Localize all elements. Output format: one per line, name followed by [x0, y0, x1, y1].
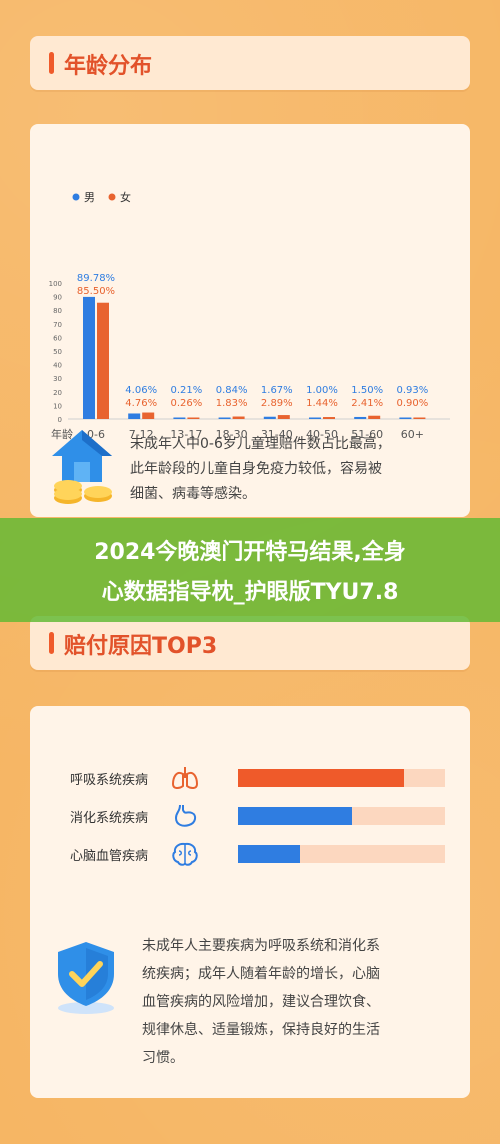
data-label-female: 4.76%	[125, 398, 157, 409]
age-distribution-title: 年龄分布	[64, 54, 153, 79]
data-label-male: 89.78%	[77, 273, 115, 284]
reason-note-line-2: 统疾病；成年人随着年龄的增长，心脑	[142, 966, 380, 982]
claim-reason-title: 赔付原因TOP3	[64, 634, 218, 659]
y-tick-label: 50	[53, 348, 62, 356]
bar-male-51-60	[354, 416, 367, 419]
overlay-title-line-2: 心数据指导枕_护眼版TYU7.8	[101, 580, 399, 605]
reason-label-3: 心脑血管疾病	[70, 849, 149, 864]
x-axis-title: 年龄	[51, 427, 73, 441]
stomach-icon	[174, 804, 197, 827]
x-tick-label: 51-60	[351, 428, 383, 441]
x-tick-label: 31-40	[261, 428, 293, 441]
age-bar-chart: 男 女 0 10 20 30 40 50 60 70 80 90 100 年龄 89.78% 85.50% 0-…	[49, 190, 450, 441]
y-tick-label: 40	[53, 362, 62, 370]
reason-note-line-4: 规律休息、适量锻炼，保持良好的生活	[142, 1022, 380, 1038]
title-overlay-banner: 2024今晚澳门开特马结果,全身 心数据指导枕_护眼版TYU7.8	[0, 518, 500, 622]
data-label-female: 0.26%	[171, 398, 203, 409]
y-tick-label: 20	[53, 389, 62, 397]
data-label-male: 0.84%	[216, 385, 248, 396]
header-accent-bar	[49, 632, 54, 654]
reason-note-line-3: 血管疾病的风险增加，建议合理饮食、	[142, 994, 380, 1010]
age-distribution-header: 年龄分布	[30, 36, 470, 90]
age-note-line-3: 细菌、病毒等感染。	[130, 486, 256, 502]
age-chart-panel: 男 女 0 10 20 30 40 50 60 70 80 90 100 年龄 89.78% 85.50% 0-…	[30, 124, 470, 517]
claim-reason-header: 赔付原因TOP3	[30, 616, 470, 670]
x-tick-label: 18-30	[216, 428, 248, 441]
x-tick-label: 40-50	[306, 428, 338, 441]
bar-male-13-17	[173, 417, 186, 419]
bar-male-60+	[399, 417, 412, 419]
y-tick-label: 90	[53, 294, 62, 302]
reason-bar-2	[238, 807, 352, 825]
x-tick-label: 13-17	[170, 428, 202, 441]
x-tick-label: 60+	[401, 428, 424, 441]
reason-bar-1	[238, 769, 404, 787]
lungs-icon	[171, 767, 199, 790]
bar-female-0-6	[97, 302, 109, 419]
reason-label-2: 消化系统疾病	[70, 811, 149, 826]
data-label-female: 85.50%	[77, 286, 115, 297]
data-label-female: 0.90%	[397, 398, 429, 409]
y-tick-label: 30	[53, 375, 62, 383]
x-tick-label: 0-6	[87, 428, 105, 441]
bar-female-13-17	[187, 417, 200, 419]
data-label-male: 4.06%	[125, 385, 157, 396]
shield-check-icon	[58, 942, 114, 1014]
bar-female-31-40	[277, 415, 290, 419]
reason-track-1	[238, 769, 445, 787]
data-label-female: 1.44%	[306, 398, 338, 409]
y-tick-label: 10	[53, 402, 62, 410]
data-label-male: 1.67%	[261, 385, 293, 396]
age-note: 未成年人中0-6岁儿童理赔件数占比最高， 此年龄段的儿童自身免疫力较低，容易被 …	[130, 432, 391, 507]
reason-track-3	[238, 845, 445, 863]
reason-note-line-1: 未成年人主要疾病为呼吸系统和消化系	[142, 938, 380, 954]
reason-note: 未成年人主要疾病为呼吸系统和消化系 统疾病；成年人随着年龄的增长，心脑 血管疾病…	[142, 932, 380, 1072]
data-label-male: 1.50%	[351, 385, 383, 396]
legend-marker-1	[72, 193, 80, 201]
bar-male-31-40	[263, 416, 276, 419]
legend-marker-2	[108, 193, 116, 201]
bar-female-18-30	[232, 416, 245, 419]
header-accent-bar	[49, 52, 54, 74]
child-home-coins-icon	[52, 430, 112, 504]
bar-male-0-6	[83, 296, 95, 419]
y-tick-label: 0	[58, 416, 62, 424]
reason-bar-3	[238, 845, 301, 863]
reason-track-2	[238, 807, 445, 825]
bar-female-51-60	[368, 415, 381, 419]
legend-label-2: 女	[120, 190, 131, 204]
legend-label-1: 男	[84, 191, 95, 204]
data-label-male: 1.00%	[306, 385, 338, 396]
claim-reason-panel: 呼吸系统疾病 消化系统疾病 心脑血管疾病	[30, 706, 470, 1098]
brain-icon	[172, 842, 198, 866]
data-label-male: 0.93%	[397, 385, 429, 396]
y-tick-label: 70	[53, 321, 62, 329]
overlay-title-line-1: 2024今晚澳门开特马结果,全身	[94, 540, 406, 565]
y-tick-label: 60	[53, 334, 62, 342]
data-label-female: 2.41%	[351, 398, 383, 409]
x-tick-label: 7-12	[129, 428, 154, 441]
y-tick-label: 100	[49, 280, 62, 288]
bar-male-7-12	[128, 413, 141, 419]
age-note-line-2: 此年龄段的儿童自身免疫力较低，容易被	[130, 461, 382, 477]
y-tick-label: 80	[53, 307, 62, 315]
bar-female-60+	[413, 417, 426, 419]
bar-male-18-30	[218, 417, 231, 419]
bar-female-7-12	[142, 412, 155, 419]
data-label-male: 0.21%	[171, 385, 203, 396]
reason-label-1: 呼吸系统疾病	[70, 773, 149, 788]
data-label-female: 2.89%	[261, 398, 293, 409]
bar-male-40-50	[309, 417, 321, 419]
bar-female-40-50	[323, 417, 335, 419]
data-label-female: 1.83%	[216, 398, 248, 409]
reason-note-line-5: 习惯。	[142, 1050, 184, 1066]
age-note-line-1: 未成年人中0-6岁儿童理赔件数占比最高，	[130, 436, 391, 452]
